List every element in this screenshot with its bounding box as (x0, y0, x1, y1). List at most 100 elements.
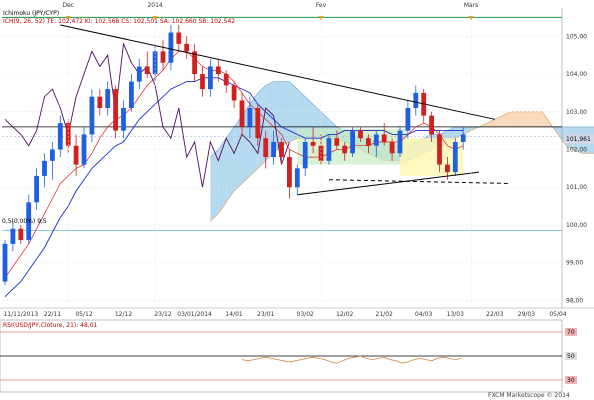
candle-body (113, 89, 118, 131)
consolidation-box (400, 138, 464, 176)
date-tick: 22/11 (44, 311, 61, 318)
candle-body (452, 141, 458, 173)
cloud-segment (494, 115, 503, 127)
trendlines (60, 24, 511, 196)
candle-body (271, 141, 276, 158)
candle-body (255, 108, 261, 139)
cloud-segment (486, 119, 495, 127)
lower-trendline (297, 171, 480, 196)
cloud-segment (455, 126, 464, 139)
candle-body (160, 51, 166, 63)
cloud-segment (518, 111, 527, 127)
candle-body (247, 108, 253, 127)
candle-body (97, 96, 103, 108)
candle-body (81, 134, 87, 165)
candle-body (42, 160, 47, 176)
candle-body (184, 43, 190, 52)
candle-body (215, 66, 221, 75)
candle-body (294, 168, 300, 188)
price-tick: 98,00 (566, 297, 583, 304)
date-tick: 03/01/2014 (177, 311, 212, 318)
candle-body (389, 141, 395, 154)
price-tick: 102,00 (566, 147, 587, 154)
candle-body (302, 141, 308, 169)
upper-trendline (60, 24, 495, 120)
candle-body (326, 138, 332, 161)
price-axis: 105,00 104,00 103,00 102,00 101,00 100,00 99,0… (566, 33, 587, 304)
date-tick: 03/02 (297, 311, 314, 318)
main-grid (0, 8, 594, 309)
candle-body (279, 141, 284, 158)
date-tick: 12/02 (336, 311, 353, 318)
month-axis: Dec2014FevMarsAvr (62, 2, 478, 308)
rsi-tick: 50 (567, 353, 575, 360)
indicator-readout: ICH(9, 26, 52) TE: 102,472 KI: 102,568 C… (3, 18, 235, 25)
date-tick: 22/03 (486, 311, 503, 318)
candle-body (176, 32, 182, 44)
support-dashed-line (328, 179, 511, 184)
date-tick: 29/03 (518, 311, 535, 318)
candle-body (231, 85, 237, 101)
cloud-segment (210, 149, 219, 222)
price-tick: 100,00 (566, 222, 587, 229)
cloud-segment (534, 111, 543, 127)
cloud-segment (502, 111, 511, 127)
cloud-segment (510, 111, 519, 127)
candle-body (381, 134, 387, 142)
date-tick: 04/03 (415, 311, 432, 318)
candle-body (26, 202, 32, 241)
candle-body (2, 243, 8, 282)
candle-body (208, 66, 213, 90)
candle-body (429, 115, 434, 135)
cloud-segment (234, 115, 242, 191)
candle-body (223, 74, 229, 86)
candle-body (366, 138, 371, 146)
month-label: Fev (316, 2, 327, 9)
rsi-tick-box (565, 328, 577, 336)
date-tick: 14/01 (225, 311, 242, 318)
cloud-segment (305, 96, 314, 139)
footer-credit: FXCM Marketscope © 2014 (488, 392, 570, 399)
candle-body (129, 81, 134, 108)
candle-body (10, 228, 16, 244)
month-marker (468, 16, 474, 20)
cloud-segment (218, 138, 227, 214)
candle-body (350, 130, 355, 154)
candle-body (263, 138, 269, 158)
price-tick: 104,00 (566, 71, 587, 78)
candle-body (405, 108, 411, 131)
month-marker (152, 16, 158, 20)
cloud-segment (526, 111, 535, 127)
date-tick: 13/03 (447, 311, 464, 318)
candle-body (57, 123, 63, 150)
rsi-line (241, 355, 462, 364)
price-tick: 105,00 (566, 33, 587, 40)
candle-body (460, 134, 466, 142)
candle-body (413, 92, 419, 108)
fib-label: 0,5(0,00%) 9,5 (2, 218, 47, 225)
candle-body (121, 108, 126, 131)
candle-body (89, 96, 95, 135)
candle-body (50, 149, 55, 161)
date-tick: 12/12 (115, 311, 132, 318)
cloud-segment (226, 126, 235, 203)
chart-title: Ichimoku (JPY/CYP) (3, 10, 59, 17)
date-tick: 11/11/2013 (4, 311, 39, 318)
candle-body (18, 228, 24, 241)
candle-body (373, 134, 379, 146)
date-tick: 23/12 (154, 311, 171, 318)
candle-body (192, 51, 197, 75)
date-tick: 05/04 (549, 311, 566, 318)
month-label: Mars (464, 2, 478, 9)
cloud-segment (542, 111, 551, 127)
date-tick: 21/02 (376, 311, 393, 318)
candle-body (239, 100, 245, 127)
cloud-segment (297, 89, 306, 139)
candle-body (144, 66, 150, 75)
date-tick: 23/01 (257, 311, 274, 318)
month-label: 2014 (147, 2, 162, 9)
candle-body (342, 145, 348, 154)
rsi-axis: 70 50 30 (565, 328, 577, 384)
rsi-tick-box (565, 352, 577, 360)
